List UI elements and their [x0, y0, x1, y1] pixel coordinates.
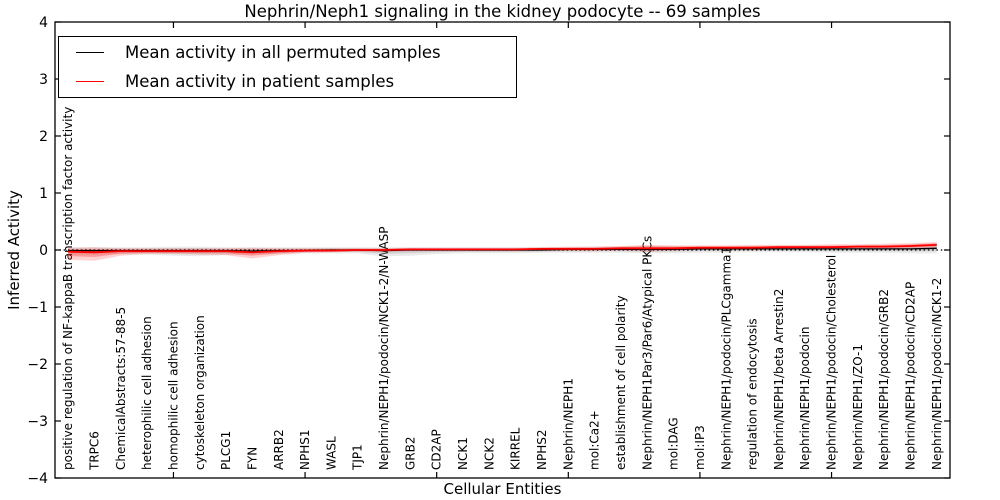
- x-category-label: regulation of endocytosis: [746, 318, 760, 470]
- legend-line-permuted-swatch: [76, 52, 104, 54]
- legend-item-permuted: Mean activity in all permuted samples: [59, 40, 516, 66]
- y-tick-label: −3: [27, 414, 48, 430]
- y-tick-label: 3: [39, 72, 48, 88]
- x-category-label: mol:Ca2+: [588, 410, 602, 470]
- x-category-label: Nephrin/NEPH1/podocin/NCK1-2/N-WASP: [377, 227, 391, 470]
- x-category-label: Nephrin/NEPH1/podocin/Cholesterol: [825, 255, 839, 470]
- x-category-label: cytoskeleton organization: [193, 315, 207, 470]
- x-category-label: GRB2: [403, 436, 417, 470]
- x-category-label: FYN: [245, 447, 259, 470]
- x-category-label: Nephrin/NEPH1/ZO-1: [851, 344, 865, 470]
- y-axis-label: Inferred Activity: [5, 190, 23, 310]
- series-line-1: [68, 244, 937, 254]
- x-category-label: TRPC6: [88, 431, 102, 471]
- x-category-label: Nephrin/NEPH1/podocin/NCK1-2: [930, 278, 944, 470]
- x-category-label: WASL: [324, 436, 338, 470]
- x-category-label: NCK1: [456, 437, 470, 470]
- x-category-label: homophilic cell adhesion: [167, 321, 181, 470]
- x-category-label: Nephrin/NEPH1/podocin/CD2AP: [904, 282, 918, 470]
- x-category-label: establishment of cell polarity: [614, 295, 628, 470]
- x-category-label: PLCG1: [219, 431, 233, 470]
- x-category-label: Nephrin/NEPH1/podocin/PLCgamma1: [719, 247, 733, 470]
- x-category-label: Nephrin/NEPH1: [561, 378, 575, 470]
- x-category-label: TJP1: [351, 444, 365, 471]
- y-tick-label: −1: [27, 300, 48, 316]
- x-category-label: NCK2: [482, 437, 496, 470]
- x-category-label: Nephrin/NEPH1/podocin: [798, 327, 812, 470]
- x-category-label: KIRREL: [509, 427, 523, 470]
- y-tick-label: −4: [27, 471, 48, 487]
- x-category-label: ARRB2: [272, 429, 286, 470]
- x-category-labels: positive regulation of NF-kappaB transcr…: [61, 107, 944, 471]
- x-category-label: NPHS2: [535, 430, 549, 471]
- x-category-label: Nephrin/NEPH1/beta Arrestin2: [772, 289, 786, 470]
- y-tick-label: −2: [27, 357, 48, 373]
- y-tick-label: 4: [39, 15, 48, 31]
- legend-line-patient-swatch: [76, 80, 104, 82]
- x-category-label: positive regulation of NF-kappaB transcr…: [61, 107, 75, 470]
- x-category-label: heterophilic cell adhesion: [140, 316, 154, 470]
- x-category-label: mol:DAG: [667, 417, 681, 470]
- x-category-label: mol:IP3: [693, 425, 707, 470]
- x-axis-label: Cellular Entities: [443, 480, 562, 498]
- x-category-label: ChemicalAbstracts:57-88-5: [114, 307, 128, 470]
- x-category-label: Nephrin/NEPH1/podocin/GRB2: [877, 289, 891, 470]
- chart-title: Nephrin/Neph1 signaling in the kidney po…: [244, 2, 761, 21]
- x-category-label: CD2AP: [430, 429, 444, 470]
- band-outer-1: [68, 242, 937, 261]
- x-category-label: NPHS1: [298, 430, 312, 471]
- legend-label-permuted: Mean activity in all permuted samples: [125, 43, 441, 63]
- x-category-label: Nephrin/NEPH1Par3/Par6/Atypical PKCs: [640, 236, 654, 470]
- y-tick-label: 0: [39, 243, 48, 259]
- legend-item-patient: Mean activity in patient samples: [59, 68, 516, 94]
- legend: Mean activity in all permuted samples Me…: [58, 36, 517, 98]
- y-tick-label: 2: [39, 129, 48, 145]
- y-tick-label: 1: [39, 186, 48, 202]
- legend-label-patient: Mean activity in patient samples: [125, 71, 395, 91]
